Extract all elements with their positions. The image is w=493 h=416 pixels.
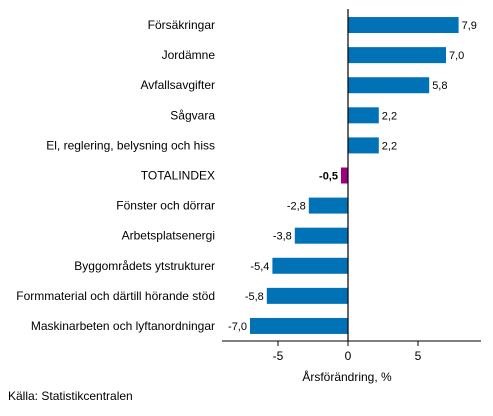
data-label: 2,2 [382,140,397,152]
data-label: -2,8 [287,201,306,213]
data-label: 2,2 [382,110,397,122]
data-label: -3,8 [273,231,292,243]
data-label: -5,4 [250,261,269,273]
category-label: Maskinarbeten och lyftanordningar [31,319,215,333]
bar [308,197,348,214]
bar [348,137,379,154]
category-label: El, reglering, belysning och hiss [46,138,215,152]
bar [348,107,379,124]
bars [250,17,459,334]
bar [250,317,348,334]
source-note: Källa: Statistikcentralen [8,389,133,403]
bar [266,287,348,304]
bar [348,47,446,64]
bar [348,17,459,34]
category-label: Byggområdets ytstrukturer [74,259,215,273]
x-tick-label: -5 [273,349,284,363]
category-label: TOTALINDEX [141,169,215,183]
data-label: -7,0 [228,321,247,333]
category-label: Försäkringar [148,18,215,32]
bar [294,227,348,244]
axes: -5 0 5 [222,9,481,363]
category-labels: Försäkringar Jordämne Avfallsavgifter Sågva… [16,18,215,333]
category-label: Formmaterial och därtill hörande stöd [16,289,215,303]
category-label: Avfallsavgifter [141,78,215,92]
data-label: 7,9 [462,20,477,32]
category-label: Arbetsplatsenergi [122,229,215,243]
data-label: -5,8 [245,291,264,303]
bar [348,77,430,94]
bar [341,167,348,184]
x-tick-label: 5 [415,349,422,363]
category-label: Fönster och dörrar [116,199,215,213]
x-axis-title: Årsförändring, % [302,369,392,384]
data-label: 7,0 [449,50,464,62]
category-label: Jordämne [162,48,216,62]
data-label: 5,8 [432,80,447,92]
category-label: Sågvara [170,108,215,122]
value-labels: 7,9 7,0 5,8 2,2 2,2 -0,5 -2,8 -3,8 -5,4 -5,8 -7,0 [228,20,477,333]
data-label: -0,5 [319,171,338,183]
bar [272,257,348,274]
x-tick-label: 0 [345,349,352,363]
